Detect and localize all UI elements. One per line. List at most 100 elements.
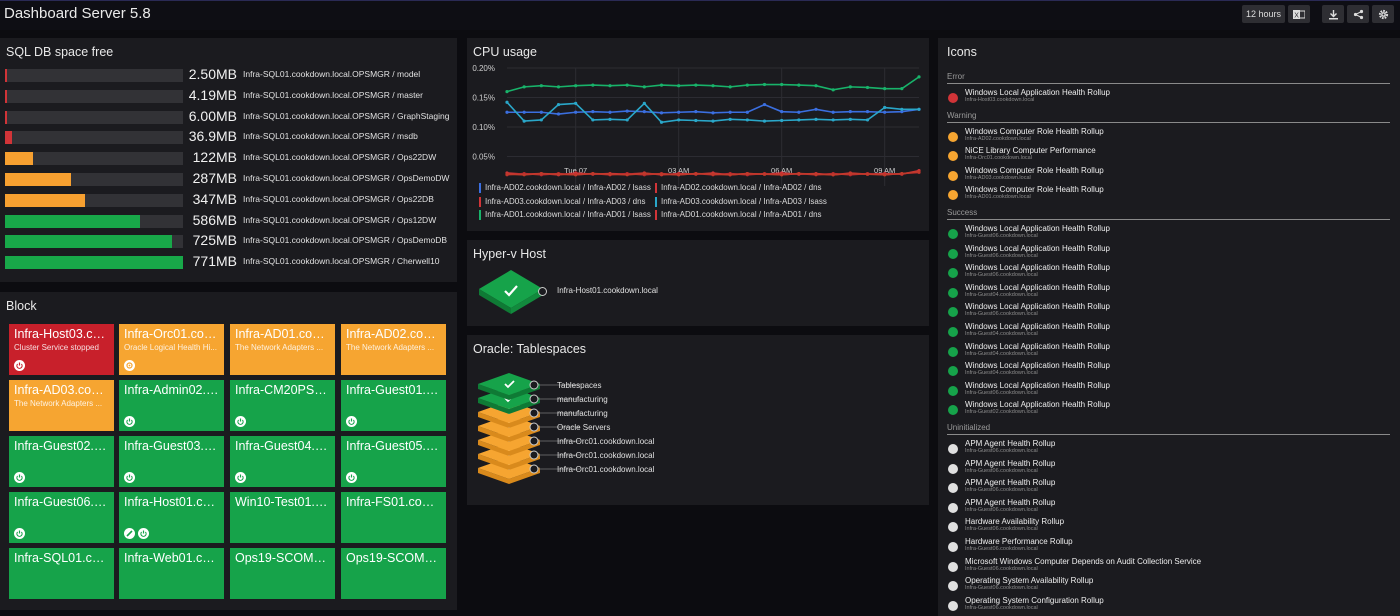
info-icon[interactable] [529, 408, 539, 418]
block-tile[interactable]: Infra-Host01.co... [119, 492, 224, 543]
power-icon[interactable] [124, 416, 135, 427]
block-tile[interactable]: Infra-Guest05.c... [341, 436, 446, 487]
status-item-name: Windows Local Application Health Rollup [965, 224, 1110, 233]
status-item-host: Infra-Guest06.cookdown.local [965, 311, 1038, 318]
legend-item[interactable]: Infra-AD02.cookdown.local / Infra-AD02 /… [479, 183, 651, 193]
hyperv-host-diamond[interactable] [475, 268, 555, 318]
tile-icons [124, 360, 135, 371]
block-tile[interactable]: Infra-Admin02.c... [119, 380, 224, 431]
status-list-item[interactable]: Windows Local Application Health Rollup I… [947, 244, 1387, 264]
block-tile[interactable]: Infra-CM20PS01... [230, 380, 335, 431]
sql-db-name[interactable]: Infra-SQL01.cookdown.local.OPSMGR / OpsD… [243, 235, 448, 246]
oracle-item-label[interactable]: Infra-Orc01.cookdown.local [557, 465, 655, 474]
status-list-item[interactable]: Microsoft Windows Computer Depends on Au… [947, 557, 1387, 577]
block-tile[interactable]: Win10-Test01.c... [230, 492, 335, 543]
power-icon[interactable] [14, 472, 25, 483]
status-list-item[interactable]: Windows Computer Role Health Rollup Infra… [947, 166, 1387, 186]
power-icon[interactable] [138, 528, 149, 539]
block-tile[interactable]: Infra-AD03.cook... The Network Adapters .… [9, 380, 114, 431]
block-tile[interactable]: Infra-Web01.co... [119, 548, 224, 599]
status-list-item[interactable]: APM Agent Health Rollup Infra-Guest06.coo… [947, 459, 1387, 479]
info-icon[interactable] [529, 436, 539, 446]
legend-item[interactable]: Infra-AD02.cookdown.local / Infra-AD02 /… [655, 183, 822, 193]
info-icon[interactable] [529, 450, 539, 460]
status-list-item[interactable]: APM Agent Health Rollup Infra-Guest06.coo… [947, 498, 1387, 518]
power-icon[interactable] [14, 528, 25, 539]
oracle-item-label[interactable]: Oracle Servers [557, 423, 610, 432]
excel-icon[interactable]: X [1288, 5, 1310, 23]
oracle-item-label[interactable]: Tablespaces [557, 381, 601, 390]
info-icon[interactable] [529, 380, 539, 390]
sql-db-name[interactable]: Infra-SQL01.cookdown.local.OPSMGR / Ops1… [243, 214, 437, 225]
sql-db-name[interactable]: Infra-SQL01.cookdown.local.OPSMGR / Ops2… [243, 152, 437, 163]
block-tile[interactable]: Ops19-SCOM01... [230, 548, 335, 599]
sql-db-name[interactable]: Infra-SQL01.cookdown.local.OPSMGR / mast… [243, 89, 423, 100]
sql-db-name[interactable]: Infra-SQL01.cookdown.local.OPSMGR / Cher… [243, 256, 440, 267]
status-item-host: Infra-Guest06.cookdown.local [965, 272, 1038, 279]
status-list-item[interactable]: APM Agent Health Rollup Infra-Guest06.coo… [947, 478, 1387, 498]
status-list-item[interactable]: Windows Local Application Health Rollup I… [947, 88, 1387, 108]
oracle-item-label[interactable]: Infra-Orc01.cookdown.local [557, 451, 655, 460]
power-icon[interactable] [346, 416, 357, 427]
status-list-item[interactable]: NiCE Library Computer Performance Infra-O… [947, 146, 1387, 166]
sql-panel-title: SQL DB space free [6, 45, 114, 59]
gauge-icon[interactable] [124, 360, 135, 371]
sql-db-name[interactable]: Infra-SQL01.cookdown.local.OPSMGR / OpsD… [243, 173, 450, 183]
status-list-item[interactable]: Windows Local Application Health Rollup I… [947, 342, 1387, 362]
info-icon[interactable] [529, 464, 539, 474]
block-tile[interactable]: Infra-Orc01.coo... Oracle Logical Health … [119, 324, 224, 375]
oracle-item-label[interactable]: manufacturing [557, 395, 608, 404]
legend-item[interactable]: Infra-AD03.cookdown.local / Infra-AD03 /… [655, 197, 827, 207]
block-tile[interactable]: Infra-FS01.cook... [341, 492, 446, 543]
oracle-tablespaces-panel: Oracle: Tablespaces Tablespaces manufactu… [467, 335, 929, 505]
status-list-item[interactable]: Windows Local Application Health Rollup I… [947, 381, 1387, 401]
time-range-button[interactable]: 12 hours [1241, 5, 1285, 23]
block-tile[interactable]: Infra-SQL01.coo... [9, 548, 114, 599]
block-tile[interactable]: Infra-Guest03.c... [119, 436, 224, 487]
block-tile[interactable]: Infra-Guest01.c... [341, 380, 446, 431]
sql-db-name[interactable]: Infra-SQL01.cookdown.local.OPSMGR / Grap… [243, 110, 450, 121]
status-list-item[interactable]: Windows Local Application Health Rollup I… [947, 302, 1387, 322]
oracle-item-label[interactable]: manufacturing [557, 409, 608, 418]
status-list-item[interactable]: Windows Local Application Health Rollup I… [947, 322, 1387, 342]
gear-icon[interactable] [1372, 5, 1394, 23]
block-tile[interactable]: Infra-Guest06.c... [9, 492, 114, 543]
block-tile[interactable]: Infra-Guest04.c... [230, 436, 335, 487]
status-list-item[interactable]: Windows Local Application Health Rollup I… [947, 400, 1387, 420]
sql-db-name[interactable]: Infra-SQL01.cookdown.local.OPSMGR / msdb [243, 131, 418, 142]
block-tile[interactable]: Infra-Guest02.c... [9, 436, 114, 487]
status-list-item[interactable]: Hardware Availability Rollup Infra-Guest0… [947, 517, 1387, 537]
power-icon[interactable] [235, 416, 246, 427]
legend-item[interactable]: Infra-AD01.cookdown.local / Infra-AD01 /… [655, 210, 822, 220]
power-icon[interactable] [124, 472, 135, 483]
status-list-item[interactable]: Hardware Performance Rollup Infra-Guest06… [947, 537, 1387, 557]
status-list-item[interactable]: Windows Local Application Health Rollup I… [947, 283, 1387, 303]
power-icon[interactable] [14, 360, 25, 371]
legend-item[interactable]: Infra-AD01.cookdown.local / Infra-AD01 /… [479, 210, 651, 220]
block-tile[interactable]: Infra-AD01.cook... The Network Adapters .… [230, 324, 335, 375]
status-list-item[interactable]: Operating System Availability Rollup Infr… [947, 576, 1387, 596]
status-list-item[interactable]: Windows Local Application Health Rollup I… [947, 361, 1387, 381]
info-icon[interactable] [529, 394, 539, 404]
status-list-item[interactable]: Operating System Configuration Rollup Inf… [947, 596, 1387, 616]
oracle-item-label[interactable]: Infra-Orc01.cookdown.local [557, 437, 655, 446]
power-icon[interactable] [346, 472, 357, 483]
status-list-item[interactable]: Windows Local Application Health Rollup I… [947, 224, 1387, 244]
download-icon[interactable] [1322, 5, 1344, 23]
block-tile[interactable]: Infra-Host03.co... Cluster Service stoppe… [9, 324, 114, 375]
block-tile[interactable]: Ops19-SCOM02... [341, 548, 446, 599]
status-list-item[interactable]: Windows Local Application Health Rollup I… [947, 263, 1387, 283]
status-list-item[interactable]: Windows Computer Role Health Rollup Infra… [947, 127, 1387, 147]
share-icon[interactable] [1347, 5, 1369, 23]
legend-item[interactable]: Infra-AD03.cookdown.local / Infra-AD03 /… [479, 197, 646, 207]
hyperv-host-label[interactable]: Infra-Host01.cookdown.local [557, 286, 658, 295]
oracle-stack-layer[interactable] [478, 373, 540, 400]
link-icon[interactable] [124, 528, 135, 539]
block-tile[interactable]: Infra-AD02.cook... The Network Adapters .… [341, 324, 446, 375]
info-icon[interactable] [529, 422, 539, 432]
sql-db-name[interactable]: Infra-SQL01.cookdown.local.OPSMGR / Ops2… [243, 193, 434, 204]
status-list-item[interactable]: Windows Computer Role Health Rollup Infra… [947, 185, 1387, 205]
power-icon[interactable] [235, 472, 246, 483]
status-list-item[interactable]: APM Agent Health Rollup Infra-Guest06.coo… [947, 439, 1387, 459]
sql-db-name[interactable]: Infra-SQL01.cookdown.local.OPSMGR / mode… [243, 69, 421, 79]
